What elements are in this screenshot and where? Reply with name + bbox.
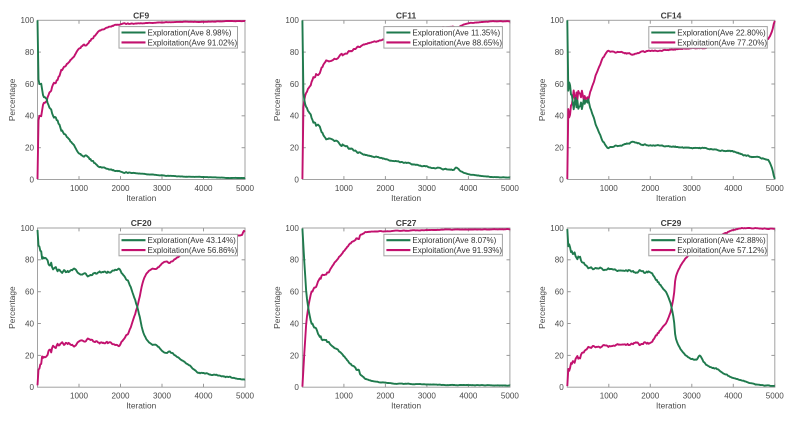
- svg-text:1000: 1000: [335, 184, 354, 193]
- svg-text:Percentage: Percentage: [272, 78, 282, 121]
- svg-text:4000: 4000: [459, 392, 478, 401]
- svg-text:CF27: CF27: [396, 218, 417, 228]
- svg-text:1000: 1000: [600, 184, 619, 193]
- svg-text:40: 40: [290, 319, 300, 328]
- svg-text:Iteration: Iteration: [656, 193, 686, 203]
- svg-text:5000: 5000: [766, 184, 785, 193]
- svg-text:100: 100: [285, 224, 299, 233]
- svg-text:60: 60: [290, 288, 300, 297]
- svg-text:100: 100: [20, 16, 34, 25]
- svg-text:Iteration: Iteration: [126, 193, 156, 203]
- svg-text:CF20: CF20: [131, 218, 152, 228]
- svg-text:2000: 2000: [376, 392, 395, 401]
- svg-text:40: 40: [25, 112, 35, 121]
- svg-text:Exploration(Ave 22.80%): Exploration(Ave 22.80%): [677, 28, 766, 37]
- svg-text:1000: 1000: [70, 184, 89, 193]
- svg-text:CF9: CF9: [133, 10, 149, 20]
- svg-text:Iteration: Iteration: [656, 401, 686, 411]
- svg-text:Exploitation(Ave 91.02%): Exploitation(Ave 91.02%): [148, 38, 238, 47]
- svg-text:2000: 2000: [641, 184, 660, 193]
- svg-text:3000: 3000: [418, 184, 437, 193]
- svg-text:4000: 4000: [194, 392, 213, 401]
- svg-text:4000: 4000: [724, 184, 743, 193]
- svg-text:100: 100: [285, 16, 299, 25]
- svg-text:2000: 2000: [376, 184, 395, 193]
- svg-text:0: 0: [559, 175, 564, 184]
- svg-text:1000: 1000: [335, 392, 354, 401]
- svg-text:3000: 3000: [683, 392, 702, 401]
- svg-text:1000: 1000: [70, 392, 89, 401]
- svg-text:80: 80: [555, 256, 565, 265]
- svg-text:3000: 3000: [153, 184, 172, 193]
- svg-text:20: 20: [25, 351, 35, 360]
- svg-text:100: 100: [20, 224, 34, 233]
- svg-text:5000: 5000: [236, 392, 255, 401]
- svg-text:Exploitation(Ave 77.20%): Exploitation(Ave 77.20%): [677, 38, 767, 47]
- svg-text:Exploration(Ave 8.07%): Exploration(Ave 8.07%): [412, 236, 496, 245]
- svg-text:Exploitation(Ave 91.93%): Exploitation(Ave 91.93%): [412, 246, 502, 255]
- svg-text:60: 60: [25, 288, 35, 297]
- svg-text:3000: 3000: [683, 184, 702, 193]
- svg-text:Iteration: Iteration: [126, 401, 156, 411]
- svg-text:Exploration(Ave 8.98%): Exploration(Ave 8.98%): [148, 28, 232, 37]
- svg-text:Exploration(Ave 42.88%): Exploration(Ave 42.88%): [677, 236, 766, 245]
- svg-text:Iteration: Iteration: [391, 193, 421, 203]
- svg-text:20: 20: [555, 351, 565, 360]
- svg-text:CF29: CF29: [661, 218, 682, 228]
- svg-text:60: 60: [290, 80, 300, 89]
- svg-text:40: 40: [290, 112, 300, 121]
- svg-text:20: 20: [290, 351, 300, 360]
- svg-text:Percentage: Percentage: [7, 286, 17, 329]
- svg-text:20: 20: [555, 144, 565, 153]
- svg-text:40: 40: [25, 319, 35, 328]
- svg-text:20: 20: [290, 144, 300, 153]
- svg-text:0: 0: [29, 383, 34, 392]
- svg-text:60: 60: [555, 288, 565, 297]
- svg-text:80: 80: [25, 48, 35, 57]
- svg-text:80: 80: [25, 256, 35, 265]
- svg-text:Exploitation(Ave 57.12%): Exploitation(Ave 57.12%): [677, 246, 767, 255]
- svg-text:20: 20: [25, 144, 35, 153]
- svg-text:60: 60: [555, 80, 565, 89]
- svg-text:100: 100: [550, 224, 564, 233]
- svg-text:0: 0: [29, 175, 34, 184]
- svg-text:4000: 4000: [459, 184, 478, 193]
- svg-text:CF11: CF11: [396, 10, 417, 20]
- svg-text:CF14: CF14: [661, 10, 682, 20]
- svg-text:Iteration: Iteration: [391, 401, 421, 411]
- svg-text:0: 0: [294, 383, 299, 392]
- svg-text:0: 0: [559, 383, 564, 392]
- svg-text:3000: 3000: [418, 392, 437, 401]
- svg-text:Exploitation(Ave 88.65%): Exploitation(Ave 88.65%): [412, 38, 502, 47]
- svg-text:40: 40: [555, 112, 565, 121]
- svg-text:2000: 2000: [111, 184, 130, 193]
- svg-text:Percentage: Percentage: [272, 286, 282, 329]
- svg-text:80: 80: [290, 256, 300, 265]
- svg-text:80: 80: [555, 48, 565, 57]
- svg-text:5000: 5000: [766, 392, 785, 401]
- svg-text:Percentage: Percentage: [537, 78, 547, 121]
- svg-text:100: 100: [550, 16, 564, 25]
- svg-text:Exploitation(Ave 56.86%): Exploitation(Ave 56.86%): [148, 246, 238, 255]
- svg-text:60: 60: [25, 80, 35, 89]
- svg-text:40: 40: [555, 319, 565, 328]
- svg-text:3000: 3000: [153, 392, 172, 401]
- svg-text:2000: 2000: [641, 392, 660, 401]
- svg-text:4000: 4000: [194, 184, 213, 193]
- svg-text:Percentage: Percentage: [7, 78, 17, 121]
- svg-text:5000: 5000: [236, 184, 255, 193]
- svg-text:Percentage: Percentage: [537, 286, 547, 329]
- svg-text:1000: 1000: [600, 392, 619, 401]
- svg-text:Exploration(Ave 11.35%): Exploration(Ave 11.35%): [412, 28, 500, 37]
- svg-text:5000: 5000: [501, 184, 520, 193]
- svg-text:4000: 4000: [724, 392, 743, 401]
- svg-text:Exploration(Ave 43.14%): Exploration(Ave 43.14%): [148, 236, 237, 245]
- svg-text:80: 80: [290, 48, 300, 57]
- svg-text:5000: 5000: [501, 392, 520, 401]
- svg-text:0: 0: [294, 175, 299, 184]
- svg-text:2000: 2000: [111, 392, 130, 401]
